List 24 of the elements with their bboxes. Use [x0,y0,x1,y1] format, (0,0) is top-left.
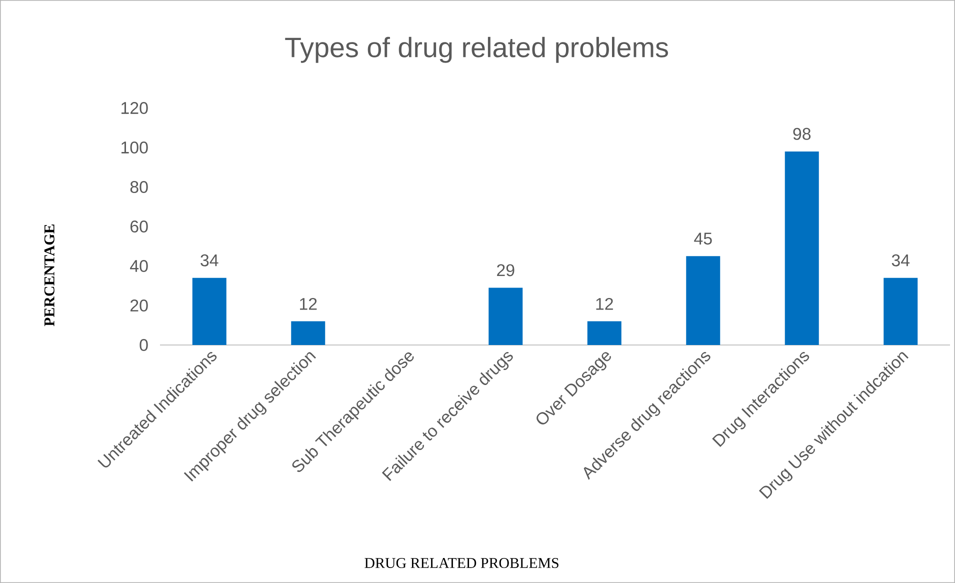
data-label: 12 [300,298,317,310]
bar [587,321,622,345]
y-tick-label: 40 [130,260,148,272]
bar [192,278,226,345]
y-tick-label: 20 [130,300,148,312]
data-label: 98 [793,128,811,140]
data-label: 34 [892,254,910,266]
y-tick-label: 100 [122,142,148,154]
bar [488,288,523,345]
data-label: 29 [497,264,514,276]
bar [291,321,326,345]
x-axis-title: DRUG RELATED PROBLEMS [364,558,558,568]
chart-title: Types of drug related problems [285,36,668,63]
data-label: 12 [596,298,613,310]
data-label: 34 [200,254,218,266]
y-tick-label: 80 [130,181,148,193]
data-label: 45 [694,232,712,245]
y-tick-label: 60 [130,220,148,232]
y-tick-label: 0 [140,339,148,351]
bar [784,151,819,345]
y-tick-label: 120 [122,102,148,114]
bar [884,278,918,345]
bar [686,256,720,345]
y-axis-title: PERCENTAGE [44,224,54,326]
